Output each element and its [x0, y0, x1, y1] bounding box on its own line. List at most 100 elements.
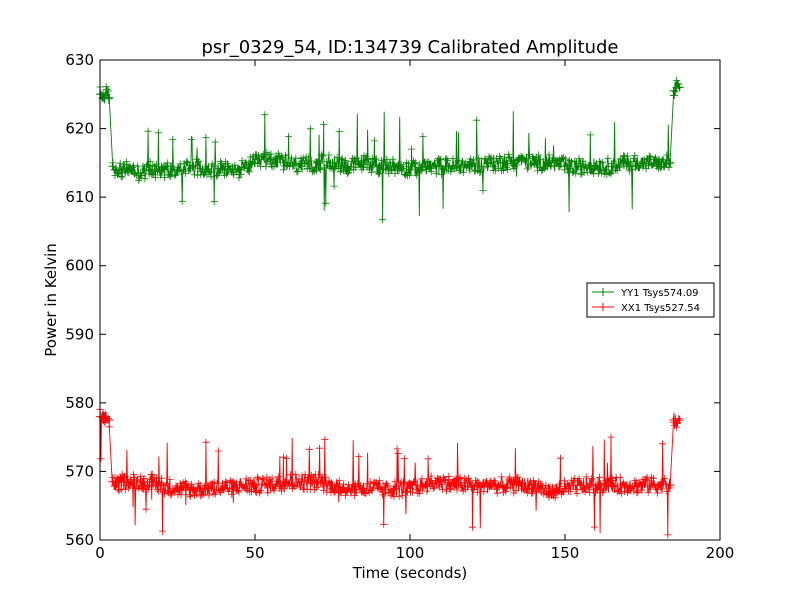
- legend-marker-yy1: [599, 288, 607, 296]
- data-point: [421, 481, 430, 490]
- data-point: [675, 83, 684, 92]
- y-tick-label: 570: [65, 462, 94, 480]
- data-point: [654, 481, 662, 490]
- data-point: [375, 484, 383, 493]
- data-point: [545, 158, 554, 167]
- data-point: [576, 162, 585, 171]
- data-point: [468, 481, 476, 490]
- data-point: [530, 158, 538, 167]
- data-point: [437, 162, 445, 171]
- data-point: [282, 477, 290, 486]
- data-point: [204, 165, 213, 174]
- data-point: [313, 477, 321, 486]
- data-point: [251, 481, 259, 490]
- y-tick-label: 580: [65, 394, 94, 412]
- data-point: [173, 165, 182, 174]
- legend: YY1 Tsys574.09 XX1 Tsys527.54: [586, 282, 715, 318]
- data-point: [421, 162, 430, 171]
- data-point: [483, 158, 492, 167]
- data-point: [328, 158, 337, 167]
- data-point: [266, 481, 275, 490]
- data-point: [136, 477, 145, 486]
- data-point: [282, 158, 290, 167]
- data-point: [105, 93, 114, 102]
- data-point: [437, 477, 445, 486]
- data-point: [111, 481, 120, 490]
- legend-label-yy1: YY1 Tsys574.09: [620, 288, 699, 299]
- data-point: [675, 416, 684, 424]
- x-tick-label: 100: [396, 544, 425, 562]
- series-layer: [96, 76, 684, 539]
- data-point: [251, 158, 259, 167]
- x-tick-label: 50: [245, 544, 264, 562]
- data-point: [220, 165, 228, 174]
- data-point: [189, 484, 197, 493]
- data-point: [145, 477, 154, 486]
- data-point: [145, 165, 154, 174]
- data-point: [235, 481, 244, 490]
- x-axis-label: Time (seconds): [352, 564, 468, 582]
- data-point: [105, 416, 114, 424]
- data-point: [607, 162, 616, 171]
- data-point: [592, 481, 600, 490]
- data-point: [136, 169, 145, 178]
- data-point: [623, 158, 631, 167]
- data-point: [638, 158, 647, 167]
- data-point: [189, 162, 197, 171]
- data-point: [204, 484, 213, 493]
- y-tick-label: 620: [65, 120, 94, 138]
- data-point: [666, 481, 675, 490]
- data-point: [514, 155, 523, 164]
- data-point: [545, 488, 554, 496]
- x-tick-label: 0: [95, 544, 105, 562]
- chart-title: psr_0329_54, ID:134739 Calibrated Amplit…: [201, 37, 618, 58]
- x-tick-label: 150: [551, 544, 580, 562]
- data-point: [499, 158, 507, 167]
- data-point: [406, 165, 414, 174]
- data-point: [127, 165, 135, 174]
- data-point: [158, 481, 166, 490]
- data-point: [514, 481, 523, 490]
- data-point: [220, 484, 228, 493]
- data-point: [452, 162, 461, 171]
- data-point: [468, 162, 476, 171]
- data-point: [375, 162, 383, 171]
- legend-label-xx1: XX1 Tsys527.54: [621, 303, 700, 314]
- data-point: [561, 484, 569, 493]
- data-point: [344, 484, 352, 493]
- data-point: [576, 481, 585, 490]
- data-point: [297, 162, 306, 171]
- data-point: [266, 155, 275, 164]
- y-tick-label: 590: [65, 325, 94, 343]
- data-point: [607, 481, 616, 490]
- data-point: [666, 158, 675, 167]
- legend-marker-xx1: [599, 303, 607, 311]
- data-point: [638, 481, 647, 490]
- data-point: [359, 158, 368, 167]
- data-point: [158, 165, 166, 174]
- data-point: [297, 477, 306, 486]
- data-point: [328, 481, 337, 490]
- data-point: [483, 481, 492, 490]
- data-point: [499, 481, 507, 490]
- data-point: [561, 162, 569, 171]
- data-point: [530, 481, 538, 490]
- data-point: [127, 477, 135, 486]
- y-tick-label: 600: [65, 257, 94, 275]
- data-point: [235, 165, 244, 174]
- data-point: [313, 158, 321, 167]
- x-tick-label: 200: [706, 544, 735, 562]
- data-point: [592, 162, 600, 171]
- data-point: [344, 162, 352, 171]
- y-axis-label: Power in Kelvin: [42, 243, 60, 357]
- data-point: [406, 484, 414, 493]
- y-tick-label: 560: [65, 531, 94, 549]
- y-tick-label: 610: [65, 188, 94, 206]
- data-point: [390, 484, 399, 493]
- data-point: [654, 158, 662, 167]
- y-tick-label: 630: [65, 51, 94, 69]
- data-point: [452, 481, 461, 490]
- data-point: [390, 162, 399, 171]
- data-point: [117, 477, 126, 486]
